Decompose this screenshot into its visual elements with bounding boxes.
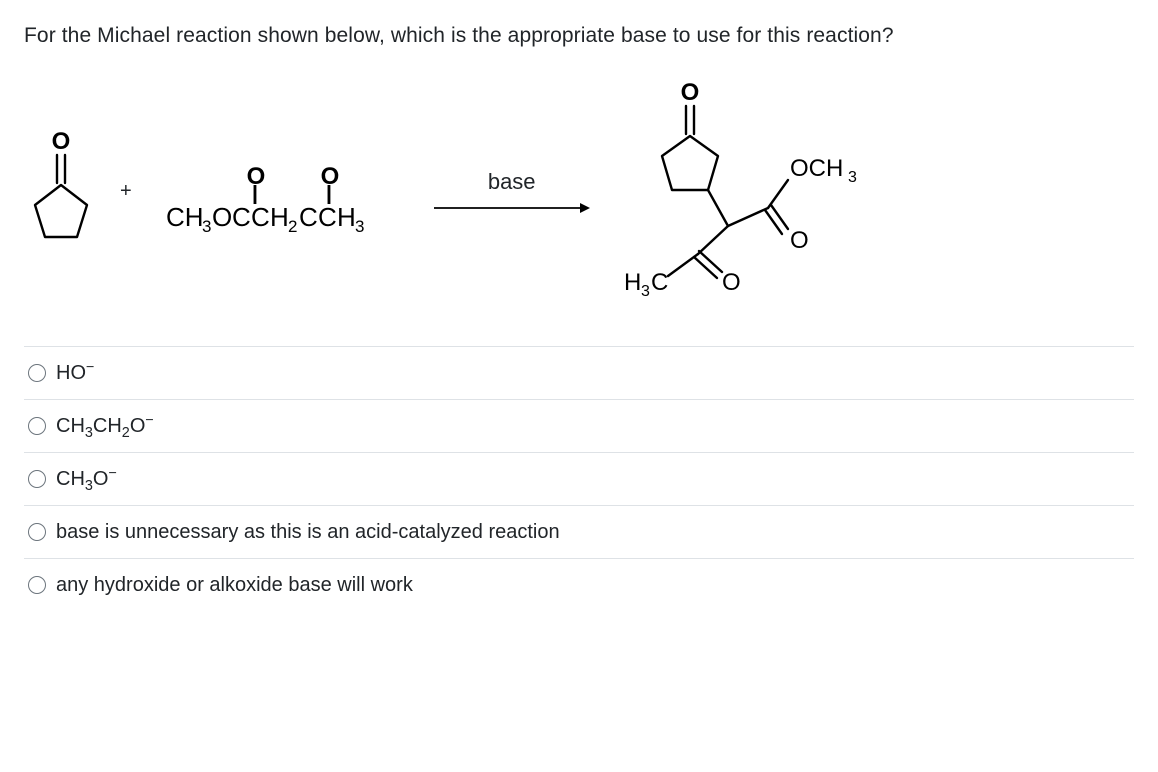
option-4[interactable]: base is unnecessary as this is an acid-c… <box>24 505 1134 558</box>
svg-text:C: C <box>232 202 251 232</box>
svg-text:3: 3 <box>355 217 364 236</box>
reaction-scheme: O + O || O || CH 3 O C C H 2 C C H <box>24 76 1134 306</box>
svg-text:3: 3 <box>848 169 857 186</box>
option-3[interactable]: CH3O− <box>24 452 1134 505</box>
arrow-label: base <box>488 165 536 198</box>
radio-icon <box>28 417 46 435</box>
radio-icon <box>28 523 46 541</box>
svg-text:O: O <box>212 202 232 232</box>
option-5[interactable]: any hydroxide or alkoxide base will work <box>24 558 1134 611</box>
svg-text:2: 2 <box>288 217 297 236</box>
svg-text:H: H <box>337 202 356 232</box>
svg-text:H: H <box>270 202 289 232</box>
svg-text:O: O <box>320 164 339 190</box>
svg-text:O: O <box>790 227 809 254</box>
svg-text:C: C <box>318 202 337 232</box>
option-1[interactable]: HO− <box>24 346 1134 399</box>
svg-text:OCH: OCH <box>790 155 843 182</box>
svg-text:O: O <box>722 269 741 296</box>
radio-icon <box>28 364 46 382</box>
reactant1-structure: O <box>24 127 98 255</box>
product-structure: O OCH 3 O O H 3 C <box>620 76 880 306</box>
option-label: CH3CH2O− <box>56 412 154 440</box>
radio-icon <box>28 470 46 488</box>
answer-options: HO− CH3CH2O− CH3O− base is unnecessary a… <box>24 346 1134 611</box>
svg-text:O: O <box>52 128 71 155</box>
plus-sign: + <box>120 176 132 206</box>
svg-text:O: O <box>680 79 699 106</box>
option-label: base is unnecessary as this is an acid-c… <box>56 518 560 546</box>
option-label: HO− <box>56 359 94 387</box>
svg-text:3: 3 <box>641 283 650 300</box>
reactant2-structure: O || O || CH 3 O C C H 2 C C H 3 <box>154 164 404 236</box>
option-label: CH3O− <box>56 465 117 493</box>
question-text: For the Michael reaction shown below, wh… <box>24 20 1134 52</box>
svg-text:H: H <box>624 269 641 296</box>
svg-text:C: C <box>251 202 270 232</box>
svg-text:O: O <box>246 164 265 190</box>
svg-text:C: C <box>299 202 318 232</box>
option-label: any hydroxide or alkoxide base will work <box>56 571 413 599</box>
radio-icon <box>28 576 46 594</box>
svg-text:C: C <box>651 269 668 296</box>
option-2[interactable]: CH3CH2O− <box>24 399 1134 452</box>
reaction-arrow: base <box>432 165 592 216</box>
svg-text:CH: CH <box>166 202 204 232</box>
svg-text:3: 3 <box>202 217 211 236</box>
